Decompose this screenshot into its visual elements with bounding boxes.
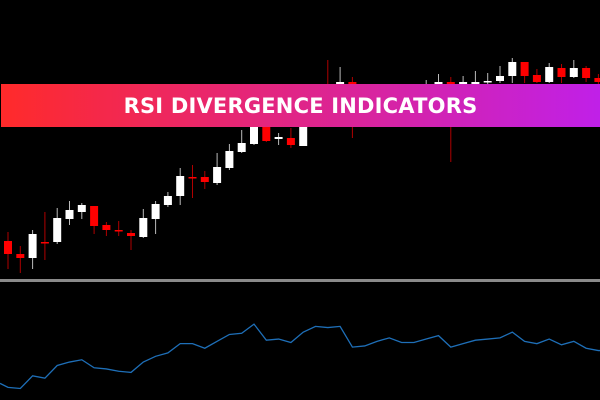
candle-body (225, 151, 234, 168)
candle-body (434, 82, 443, 84)
bullish-candle (225, 144, 234, 170)
candle-body (65, 210, 74, 219)
candle-body (496, 76, 504, 81)
candle-body (483, 81, 492, 83)
candle-body (151, 204, 160, 219)
bullish-candle (77, 203, 86, 219)
bullish-candle (53, 208, 62, 244)
candle-body (520, 62, 529, 76)
bullish-candle (569, 60, 578, 78)
bearish-candle (286, 128, 295, 148)
rsi-line (0, 323, 600, 390)
candle-body (163, 196, 172, 205)
bullish-candle (237, 130, 246, 153)
candle-body (127, 233, 135, 236)
bullish-candle (508, 58, 517, 83)
panel-separator[interactable] (0, 279, 600, 282)
candle-body (557, 68, 566, 77)
bearish-candle (200, 171, 209, 189)
banner-title: RSI DIVERGENCE INDICATORS (123, 93, 478, 118)
title-banner: RSI DIVERGENCE INDICATORS (1, 84, 600, 127)
candle-body (102, 225, 111, 230)
bearish-candle (90, 206, 99, 234)
candle-body (77, 205, 86, 212)
bearish-candle (127, 230, 135, 250)
candle-body (4, 241, 12, 254)
bearish-candle (532, 69, 541, 83)
bullish-candle (213, 153, 222, 185)
bullish-candle (483, 73, 492, 84)
bullish-candle (274, 133, 283, 145)
bullish-candle (139, 209, 148, 238)
bullish-candle (28, 230, 37, 269)
bearish-candle (582, 66, 591, 82)
bearish-candle (188, 165, 197, 198)
candle-body (40, 242, 49, 244)
candle-body (213, 167, 222, 183)
candle-body (545, 67, 554, 82)
candle-body (532, 75, 541, 82)
rsi-panel (0, 323, 600, 390)
candle-body (569, 68, 578, 77)
candle-body (16, 254, 25, 258)
candle-body (139, 218, 148, 237)
candle-body (299, 120, 308, 146)
candle-body (336, 82, 345, 84)
candle-body (176, 176, 185, 196)
candle-body (114, 230, 123, 232)
candle-body (237, 143, 246, 152)
bullish-candle (176, 168, 185, 205)
bullish-candle (163, 192, 172, 207)
candle-body (508, 62, 517, 76)
bullish-candle (65, 201, 74, 225)
candle-body (594, 78, 600, 82)
candle-body (200, 177, 209, 182)
bearish-candle (520, 62, 529, 83)
bearish-candle (16, 246, 25, 273)
candle-body (250, 120, 258, 144)
candle-body (348, 82, 357, 84)
bearish-candle (102, 222, 111, 236)
candle-body (188, 177, 197, 179)
candle-body (582, 68, 591, 78)
candle-body (53, 218, 62, 242)
bullish-candle (545, 63, 554, 83)
candle-body (90, 206, 99, 226)
bullish-candle (496, 66, 504, 83)
candle-body (471, 82, 480, 84)
candle-body (274, 137, 283, 139)
candle-body (459, 82, 468, 84)
candle-body (28, 234, 37, 258)
bearish-candle (557, 64, 566, 83)
bearish-candle (40, 212, 49, 260)
candle-body (262, 118, 271, 141)
bearish-candle (114, 221, 123, 236)
bearish-candle (4, 232, 12, 269)
bullish-candle (151, 201, 160, 234)
candle-body (286, 138, 295, 145)
